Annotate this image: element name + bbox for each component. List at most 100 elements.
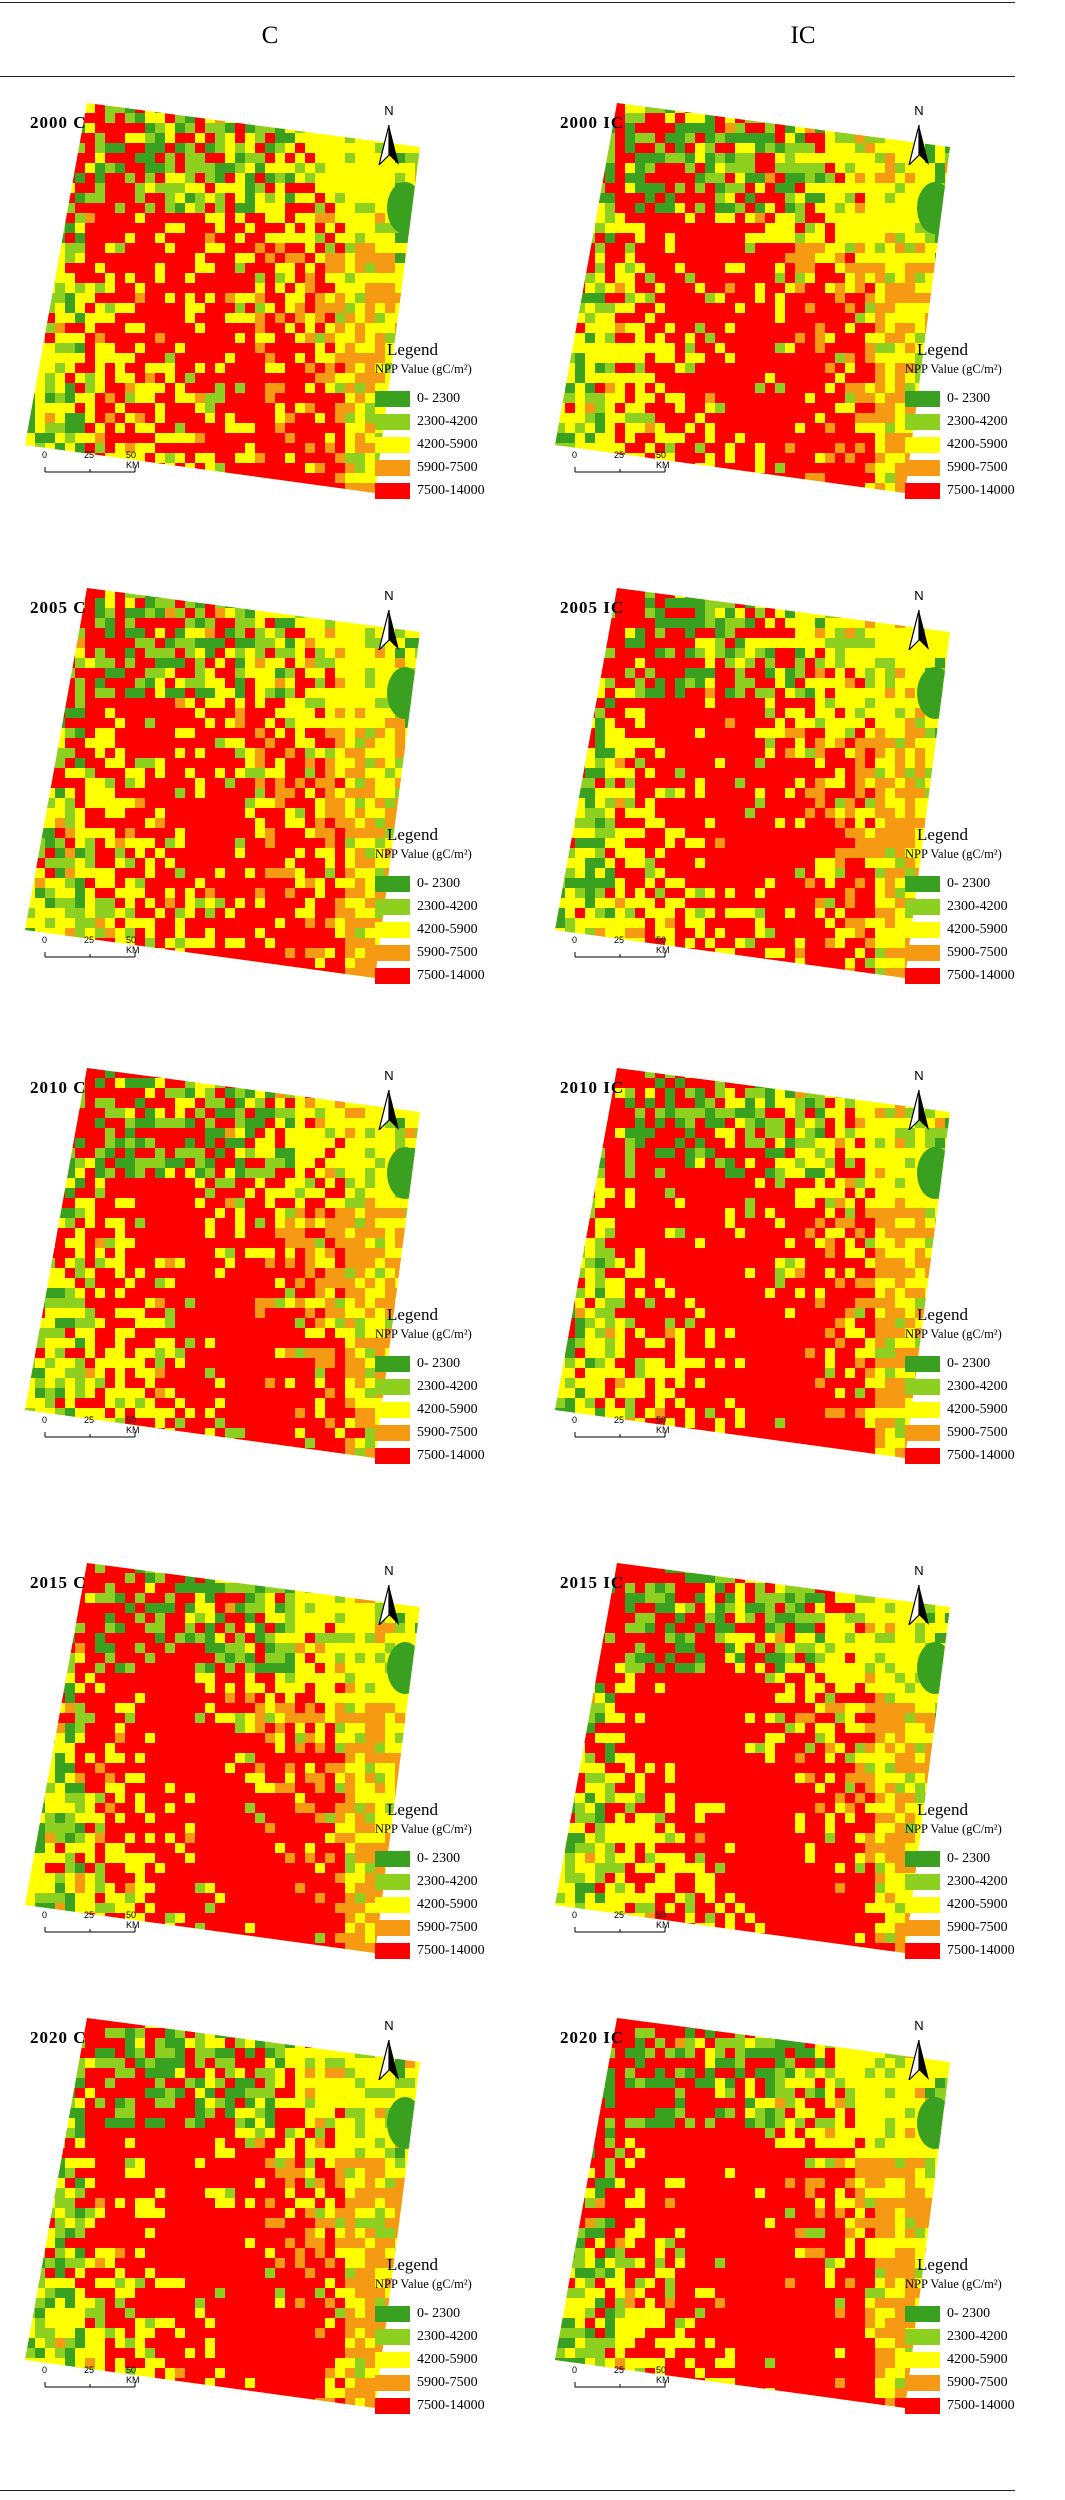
legend-swatch xyxy=(905,483,940,499)
scale-bar-tick: 25 xyxy=(84,1415,95,1425)
legend-label: 5900-7500 xyxy=(417,2375,478,2390)
north-label: N xyxy=(914,2018,924,2033)
legend-label: 0- 2300 xyxy=(947,2306,991,2321)
legend-swatch xyxy=(905,899,940,915)
scale-bar-tick: 0 xyxy=(42,1910,48,1920)
north-arrow-icon: N xyxy=(377,2018,401,2085)
legend-item: 0- 2300 xyxy=(905,1356,1065,1379)
legend-label: 5900-7500 xyxy=(417,1920,478,1935)
scale-bar-tick: 25 xyxy=(614,935,625,945)
scale-bar-tick: 50 KM xyxy=(656,935,670,955)
legend-label: 0- 2300 xyxy=(417,1356,461,1371)
legend-swatch xyxy=(375,391,410,407)
scale-bar-tick: 0 xyxy=(42,450,48,460)
legend-label: 4200-5900 xyxy=(947,1402,1008,1417)
legend-item: 2300-4200 xyxy=(905,899,1065,922)
legend-label: 5900-7500 xyxy=(947,945,1008,960)
legend-subtitle: NPP Value (gC/m²) xyxy=(905,362,1002,376)
legend-item: 5900-7500 xyxy=(905,945,1065,968)
map-panel-2005-c: 2005 C N Legend NPP Value (gC/m²) 0- 2300 230… xyxy=(15,580,515,1050)
legend-item: 5900-7500 xyxy=(905,2375,1065,2398)
npp-raster-map xyxy=(555,588,995,983)
legend-swatch xyxy=(375,2329,410,2345)
legend-label: 0- 2300 xyxy=(417,876,461,891)
legend-item: 4200-5900 xyxy=(905,922,1065,945)
legend-item: 2300-4200 xyxy=(375,2329,545,2352)
north-arrow-icon: N xyxy=(377,1068,401,1135)
legend-label: 2300-4200 xyxy=(947,1874,1008,1889)
legend-item: 4200-5900 xyxy=(375,1897,545,1920)
legend-label: 0- 2300 xyxy=(947,1356,991,1371)
scale-bar-tick: 0 xyxy=(572,2365,578,2375)
legend-subtitle: NPP Value (gC/m²) xyxy=(375,362,472,376)
legend-swatch xyxy=(375,483,410,499)
scale-bar-tick: 0 xyxy=(42,1415,48,1425)
legend-subtitle: NPP Value (gC/m²) xyxy=(905,847,1002,861)
legend-title: Legend xyxy=(387,1800,438,1819)
north-arrow-icon: N xyxy=(907,103,931,170)
legend-label: 7500-14000 xyxy=(417,1943,485,1958)
legend-item: 7500-14000 xyxy=(905,1943,1065,1966)
legend-label: 7500-14000 xyxy=(947,1943,1015,1958)
legend-item: 4200-5900 xyxy=(905,1402,1065,1425)
legend-swatch xyxy=(375,2375,410,2391)
legend-title: Legend xyxy=(917,1800,968,1819)
legend-label: 0- 2300 xyxy=(947,391,991,406)
legend-item: 0- 2300 xyxy=(375,1851,545,1874)
legend-swatch xyxy=(905,1920,940,1936)
legend-swatch xyxy=(375,968,410,984)
map-legend: Legend NPP Value (gC/m²) 0- 2300 2300-4200 4… xyxy=(905,2255,1065,2421)
north-arrow-icon: N xyxy=(907,2018,931,2085)
legend-item: 2300-4200 xyxy=(375,414,545,437)
column-header-c: C xyxy=(261,22,279,49)
legend-swatch xyxy=(375,437,410,453)
npp-raster-map xyxy=(25,1563,465,1958)
scale-bar-tick: 0 xyxy=(42,2365,48,2375)
scale-bar-tick: 0 xyxy=(572,450,578,460)
map-panel-2020-c: 2020 C N Legend NPP Value (gC/m²) 0- 2300 230… xyxy=(15,2010,515,2480)
legend-label: 7500-14000 xyxy=(947,1448,1015,1463)
legend-label: 7500-14000 xyxy=(417,968,485,983)
scale-bar: 0 25 50 KM xyxy=(570,2365,680,2395)
scale-bar-tick: 0 xyxy=(572,935,578,945)
scale-bar: 0 25 50 KM xyxy=(570,935,680,965)
legend-title: Legend xyxy=(917,825,968,844)
legend-label: 5900-7500 xyxy=(417,945,478,960)
legend-item: 4200-5900 xyxy=(905,437,1065,460)
scale-bar-tick: 50 KM xyxy=(656,1910,670,1930)
map-panel-2020-ic: 2020 IC N Legend NPP Value (gC/m²) 0- 2300 23… xyxy=(545,2010,1045,2480)
north-arrow-icon: N xyxy=(907,1563,931,1630)
legend-swatch xyxy=(905,1402,940,1418)
npp-raster-map xyxy=(25,103,465,498)
map-legend: Legend NPP Value (gC/m²) 0- 2300 2300-4200 4… xyxy=(905,1305,1065,1471)
npp-raster-map xyxy=(555,103,995,498)
legend-swatch xyxy=(905,922,940,938)
north-label: N xyxy=(384,1563,394,1578)
legend-item: 7500-14000 xyxy=(375,483,545,506)
legend-label: 4200-5900 xyxy=(947,2352,1008,2367)
panel-label: 2005 C xyxy=(30,598,87,617)
legend-title: Legend xyxy=(387,340,438,359)
column-header-ic: IC xyxy=(790,22,816,49)
scale-bar-tick: 0 xyxy=(42,935,48,945)
legend-label: 2300-4200 xyxy=(417,414,478,429)
legend-label: 5900-7500 xyxy=(947,1920,1008,1935)
legend-label: 5900-7500 xyxy=(417,1425,478,1440)
legend-item: 7500-14000 xyxy=(375,1448,545,1471)
legend-label: 0- 2300 xyxy=(947,876,991,891)
legend-swatch xyxy=(905,2329,940,2345)
scale-bar-tick: 50 KM xyxy=(126,1910,140,1930)
legend-swatch xyxy=(905,1943,940,1959)
panel-label: 2020 C xyxy=(30,2028,87,2047)
legend-item: 2300-4200 xyxy=(905,1379,1065,1402)
legend-swatch xyxy=(375,922,410,938)
legend-swatch xyxy=(905,2306,940,2322)
scale-bar: 0 25 50 KM xyxy=(40,2365,150,2395)
legend-label: 7500-14000 xyxy=(417,1448,485,1463)
legend-swatch xyxy=(375,1874,410,1890)
npp-raster-map xyxy=(555,1068,995,1463)
npp-raster-map xyxy=(25,588,465,983)
legend-label: 2300-4200 xyxy=(947,414,1008,429)
north-label: N xyxy=(914,1563,924,1578)
legend-item: 5900-7500 xyxy=(375,1920,545,1943)
